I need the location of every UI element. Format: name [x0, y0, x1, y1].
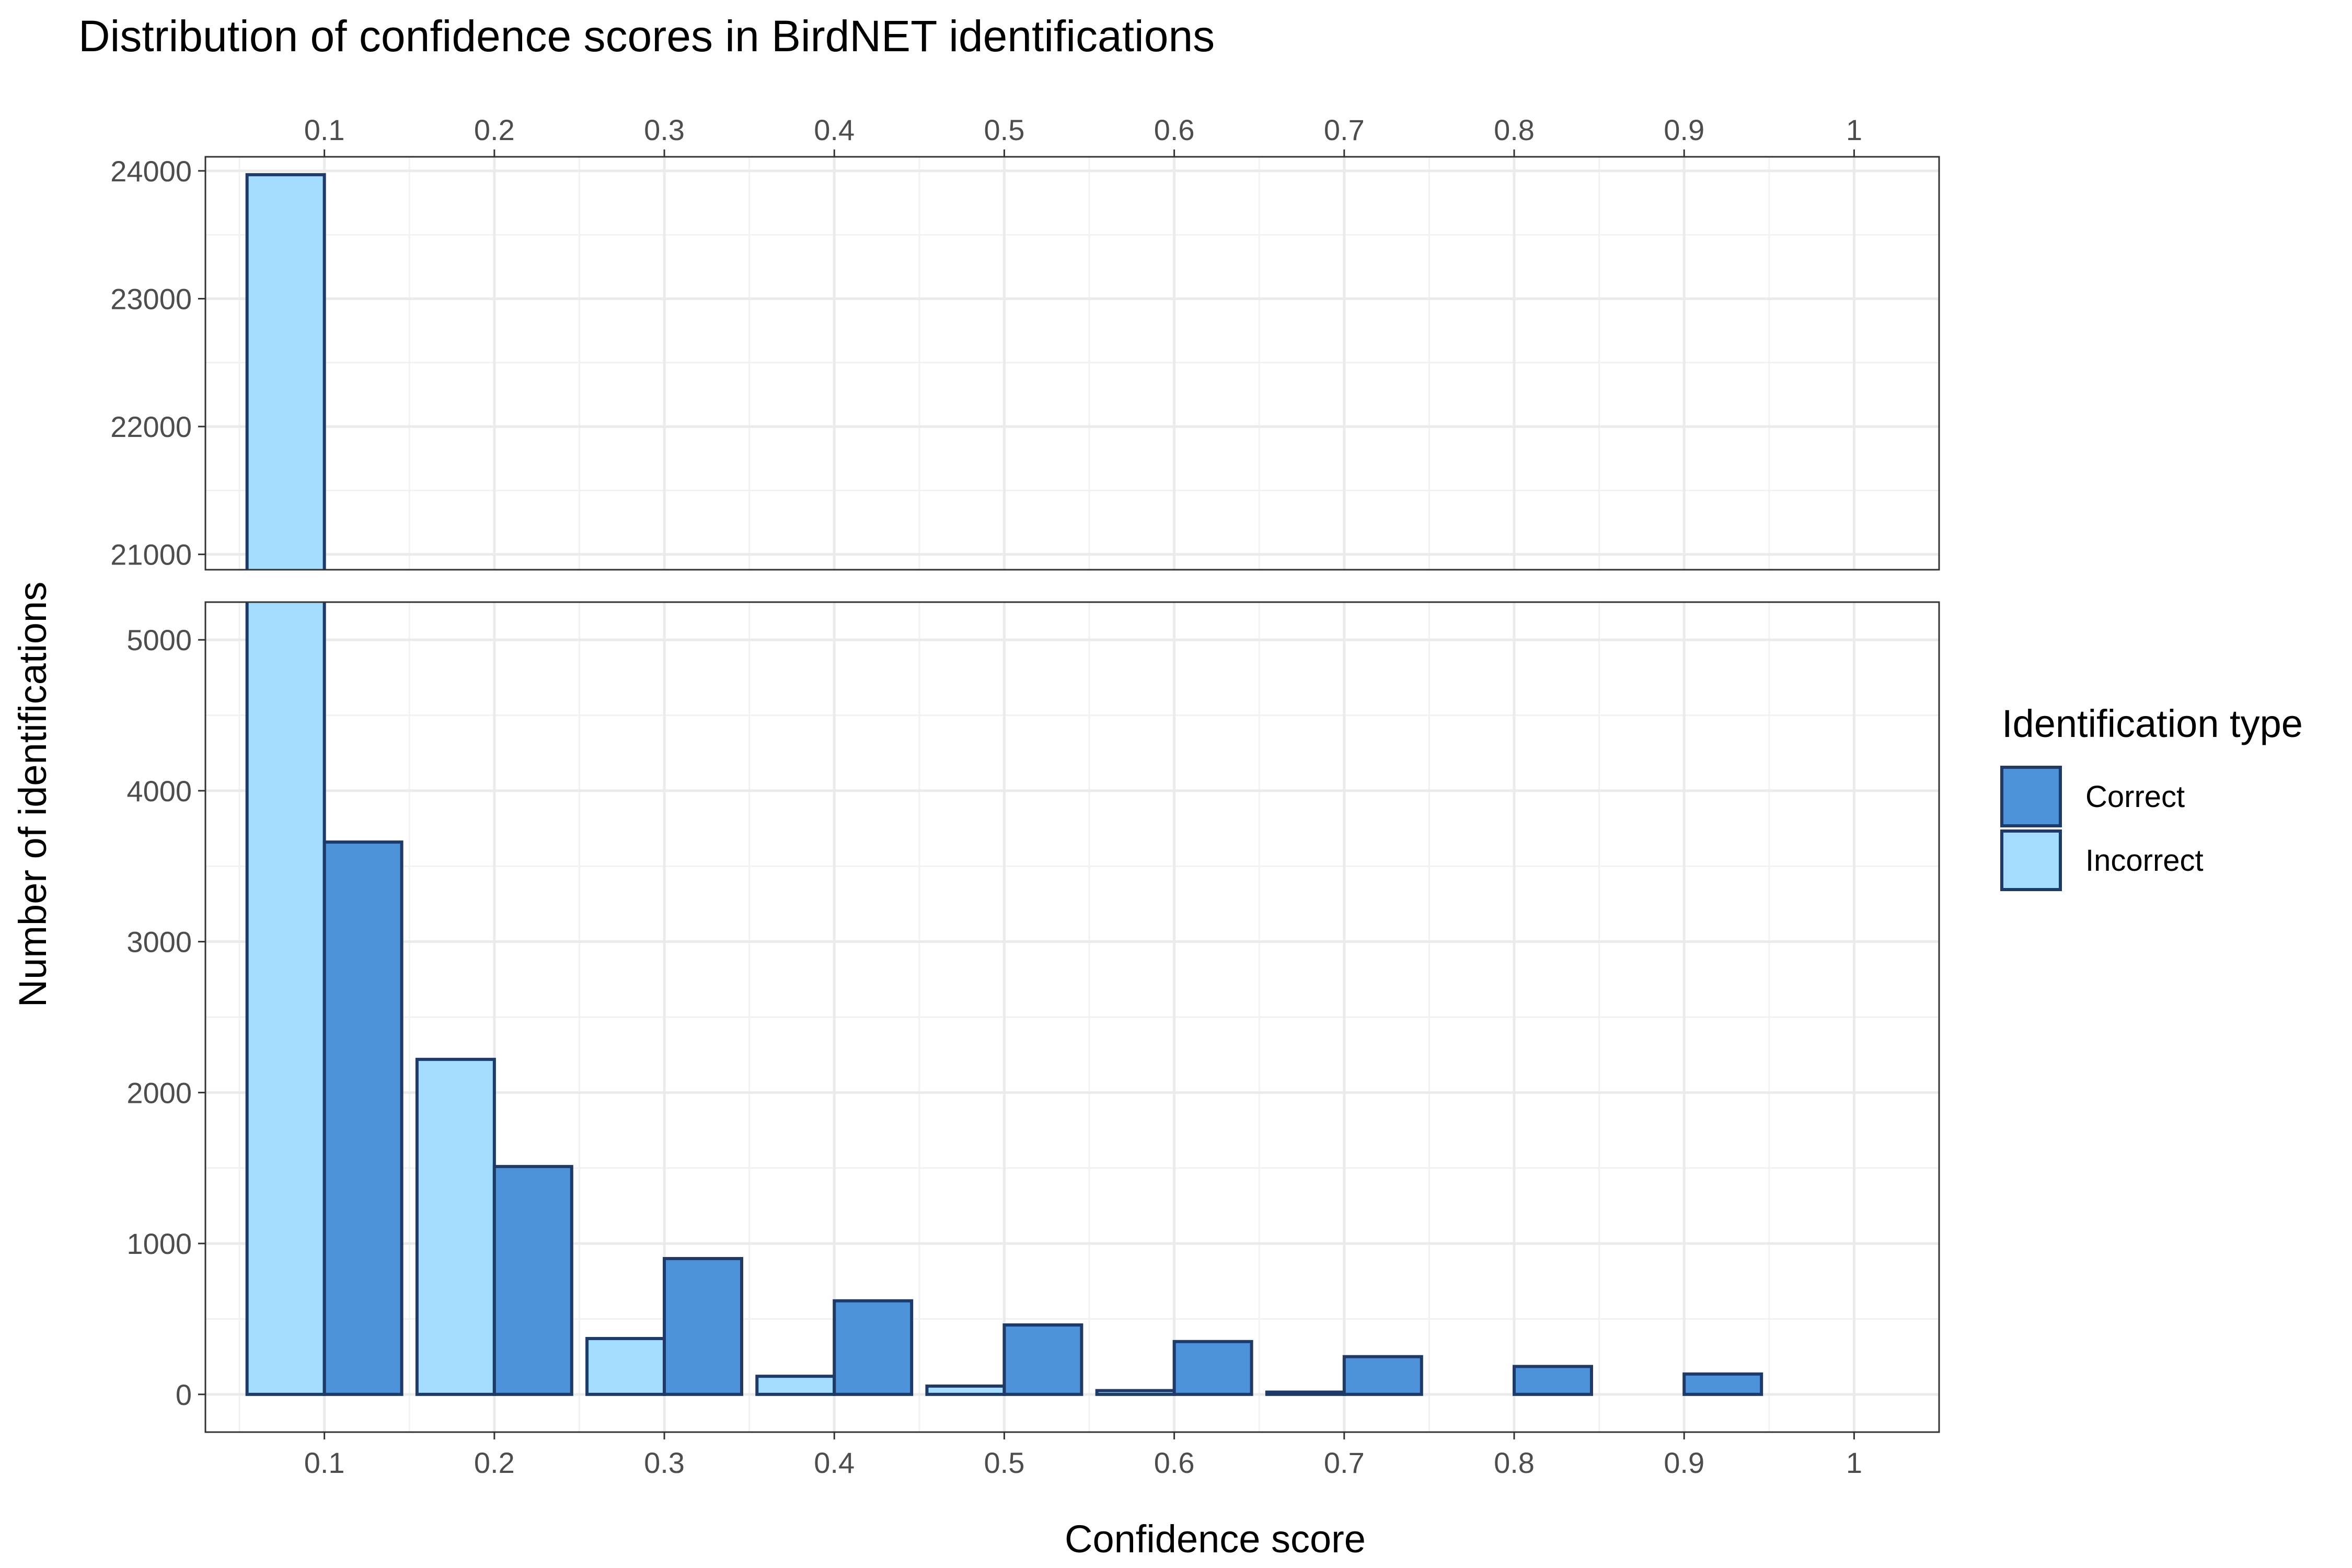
lower-bar-correct-0.5 [1002, 1323, 1083, 1396]
bottom-x-tick-label: 0.3 [644, 1446, 685, 1479]
upper-panel: 21000 22000 23000 24000 0.1 0.2 0.3 0.4 0.5 0.6 0.… [110, 113, 1940, 571]
lower-y-tick-label: 0 [176, 1378, 192, 1411]
top-x-tick-label: 0.4 [814, 113, 855, 146]
lower-bar-incorrect-0.7 [1265, 1390, 1346, 1396]
bottom-x-tick-label: 0.9 [1664, 1446, 1704, 1479]
lower-bar-incorrect-0.2 [415, 1057, 496, 1396]
legend-key-correct [2000, 766, 2062, 827]
bottom-x-tick-label: 0.1 [304, 1446, 345, 1479]
upper-panel-gridlines [205, 157, 1939, 570]
upper-y-tick-label: 21000 [110, 538, 192, 571]
lower-y-tick-label: 3000 [126, 926, 192, 959]
legend-label-correct: Correct [2085, 780, 2185, 814]
legend: Identification type Correct Incorrect [2000, 702, 2303, 891]
top-x-tick-label: 0.2 [474, 113, 515, 146]
legend-title: Identification type [2002, 702, 2303, 745]
lower-bar-incorrect-0.1 [245, 602, 326, 1396]
lower-bar-correct-0.8 [1513, 1365, 1593, 1396]
bottom-x-tick-label: 1 [1846, 1446, 1862, 1479]
y-axis-title: Number of identifications [11, 582, 54, 1007]
upper-panel-bars [245, 173, 326, 570]
legend-label-incorrect: Incorrect [2085, 844, 2204, 878]
top-x-tick-label: 1 [1846, 113, 1862, 146]
legend-key-incorrect [2000, 829, 2062, 891]
lower-y-tick-label: 5000 [126, 624, 192, 656]
upper-y-tick-label: 22000 [110, 410, 192, 443]
lower-bar-correct-0.9 [1682, 1372, 1763, 1396]
top-x-tick-label: 0.6 [1154, 113, 1195, 146]
bottom-x-tick-label: 0.4 [814, 1446, 855, 1479]
lower-bar-correct-0.7 [1342, 1355, 1423, 1396]
lower-bar-correct-0.3 [663, 1256, 743, 1396]
lower-y-tick-label: 2000 [126, 1076, 192, 1109]
lower-y-tick-label: 4000 [126, 775, 192, 808]
lower-bar-incorrect-0.3 [585, 1336, 666, 1396]
legend-entries: Correct Incorrect [2000, 766, 2204, 891]
top-x-tick-label: 0.9 [1664, 113, 1704, 146]
upper-y-tick-label: 24000 [110, 155, 192, 188]
upper-panel-axes: 21000 22000 23000 24000 0.1 0.2 0.3 0.4 0.5 0.6 0.… [110, 113, 1862, 571]
lower-bar-correct-0.1 [322, 840, 403, 1396]
lower-bar-incorrect-0.6 [1095, 1389, 1176, 1396]
upper-y-tick-label: 23000 [110, 282, 192, 315]
bottom-x-tick-label: 0.2 [474, 1446, 515, 1479]
top-x-tick-label: 0.1 [304, 113, 345, 146]
lower-panel-bars [245, 602, 1763, 1396]
bottom-x-tick-label: 0.8 [1494, 1446, 1535, 1479]
lower-panel-axes: 0 1000 2000 3000 4000 5000 0.1 0.2 0.3 0.4 0.5 0.6 0… [126, 624, 1862, 1479]
upper-panel-border [204, 156, 1940, 571]
top-x-tick-label: 0.8 [1494, 113, 1535, 146]
lower-y-tick-label: 1000 [126, 1227, 192, 1260]
lower-bar-correct-0.6 [1172, 1340, 1253, 1396]
lower-bar-correct-0.4 [833, 1299, 914, 1396]
upper-bar-incorrect-0.1 [245, 173, 326, 570]
lower-bar-incorrect-0.5 [925, 1384, 1006, 1396]
chart-title: Distribution of confidence scores in Bir… [78, 11, 1215, 61]
lower-bar-incorrect-0.4 [755, 1375, 836, 1396]
top-x-tick-label: 0.3 [644, 113, 685, 146]
bottom-x-tick-label: 0.6 [1154, 1446, 1195, 1479]
lower-panel-border [204, 601, 1940, 1433]
lower-bar-correct-0.2 [492, 1165, 573, 1396]
bottom-x-tick-label: 0.7 [1324, 1446, 1365, 1479]
top-x-tick-label: 0.5 [984, 113, 1024, 146]
top-x-tick-label: 0.7 [1324, 113, 1365, 146]
bottom-x-tick-label: 0.5 [984, 1446, 1024, 1479]
lower-panel: 0 1000 2000 3000 4000 5000 0.1 0.2 0.3 0.4 0.5 0.6 0… [126, 601, 1940, 1479]
x-axis-title: Confidence score [1065, 1517, 1366, 1561]
